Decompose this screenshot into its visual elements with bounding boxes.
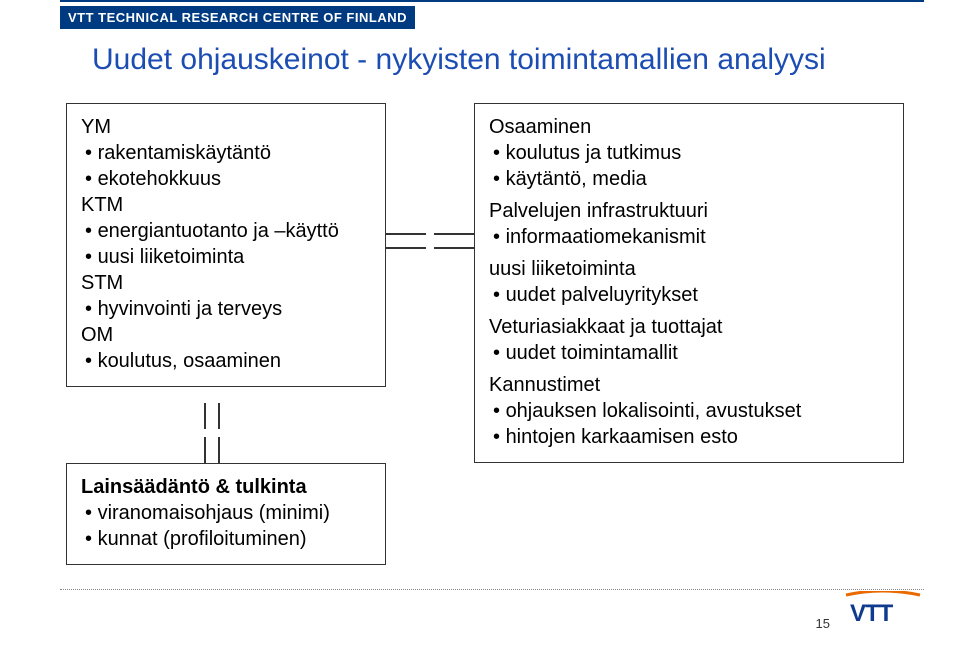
group-label: Palvelujen infrastruktuuri <box>489 198 889 224</box>
list-item: uusi liiketoiminta <box>85 244 371 270</box>
list-item: kunnat (profiloituminen) <box>85 526 371 552</box>
list-item: käytäntö, media <box>493 166 889 192</box>
box-legislation: Lainsäädäntö & tulkinta viranomaisohjaus… <box>66 463 386 565</box>
connector-left-right <box>386 233 474 249</box>
group-label: OM <box>81 322 371 348</box>
list-item: viranomaisohjaus (minimi) <box>85 500 371 526</box>
list-item: ekotehokkuus <box>85 166 371 192</box>
group-label: YM <box>81 114 371 140</box>
list-item: energiantuotanto ja –käyttö <box>85 218 371 244</box>
connector-top-bottom <box>204 403 220 463</box>
group-label: Veturiasiakkaat ja tuottajat <box>489 314 889 340</box>
vtt-logo: VTT <box>842 591 924 627</box>
list-item: informaatiomekanismit <box>493 224 889 250</box>
top-border <box>60 0 924 2</box>
list-item: uudet toimintamallit <box>493 340 889 366</box>
group-label: uusi liiketoiminta <box>489 256 889 282</box>
group-label: KTM <box>81 192 371 218</box>
list-item: hintojen karkaamisen esto <box>493 424 889 450</box>
list-item: rakentamiskäytäntö <box>85 140 371 166</box>
group-label: STM <box>81 270 371 296</box>
box-outcomes: Osaaminen koulutus ja tutkimus käytäntö,… <box>474 103 904 463</box>
box-ministries: YM rakentamiskäytäntö ekotehokkuus KTM e… <box>66 103 386 387</box>
group-label: Osaaminen <box>489 114 889 140</box>
group-label: Kannustimet <box>489 372 889 398</box>
page-number: 15 <box>816 616 830 631</box>
list-item: koulutus, osaaminen <box>85 348 371 374</box>
group-heading: Lainsäädäntö & tulkinta <box>81 474 371 500</box>
list-item: ohjauksen lokalisointi, avustukset <box>493 398 889 424</box>
list-item: uudet palveluyritykset <box>493 282 889 308</box>
list-item: koulutus ja tutkimus <box>493 140 889 166</box>
svg-text:VTT: VTT <box>850 600 894 627</box>
org-header: VTT TECHNICAL RESEARCH CENTRE OF FINLAND <box>60 6 415 29</box>
page-title: Uudet ohjauskeinot - nykyisten toimintam… <box>92 43 960 77</box>
list-item: hyvinvointi ja terveys <box>85 296 371 322</box>
footer-divider <box>60 589 924 591</box>
